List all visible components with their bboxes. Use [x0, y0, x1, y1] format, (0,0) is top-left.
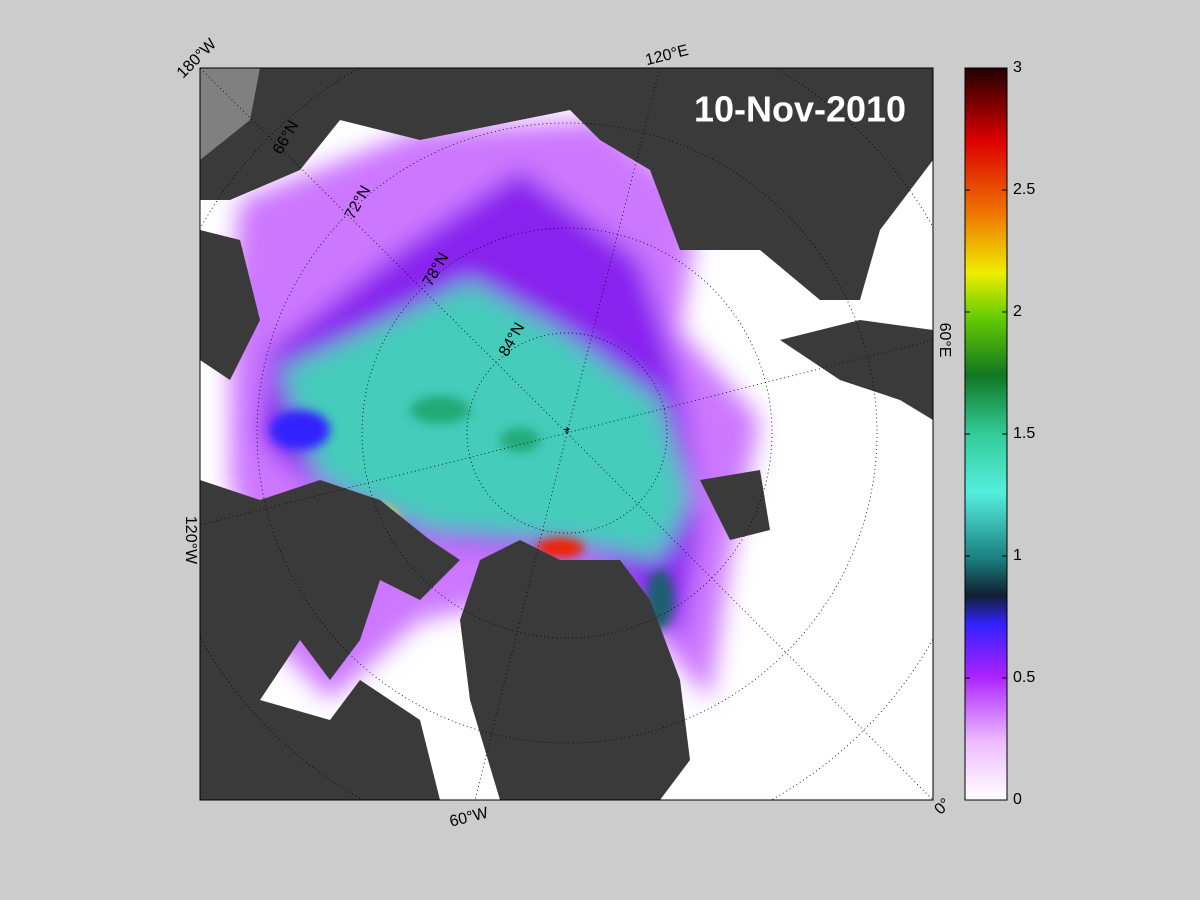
colorbar-tick-label: 2	[1013, 303, 1022, 320]
colorbar-tick-label: 0.5	[1013, 669, 1035, 686]
colorbar-tick-label: 1	[1013, 547, 1022, 564]
lon-label: 60°E	[936, 323, 953, 358]
colorbar-tick-label: 2.5	[1013, 181, 1035, 198]
map: *	[200, 68, 933, 800]
lon-label: 120°E	[644, 42, 691, 69]
colorbar-ticks: 0 0.5 1 1.5 2 2.5 3	[965, 59, 1035, 808]
colorbar-tick-label: 1.5	[1013, 425, 1035, 442]
lon-label: 0°	[931, 795, 954, 818]
colorbar-tick-label: 3	[1013, 59, 1022, 76]
pole-marker: *	[564, 425, 570, 442]
colorbar-tick-label: 0	[1013, 791, 1022, 808]
map-frame	[199, 67, 934, 801]
lon-label: 120°W	[182, 516, 199, 565]
date-title: 10-Nov-2010	[694, 89, 906, 130]
colorbar	[964, 67, 1008, 801]
lon-label: 60°W	[448, 804, 491, 830]
